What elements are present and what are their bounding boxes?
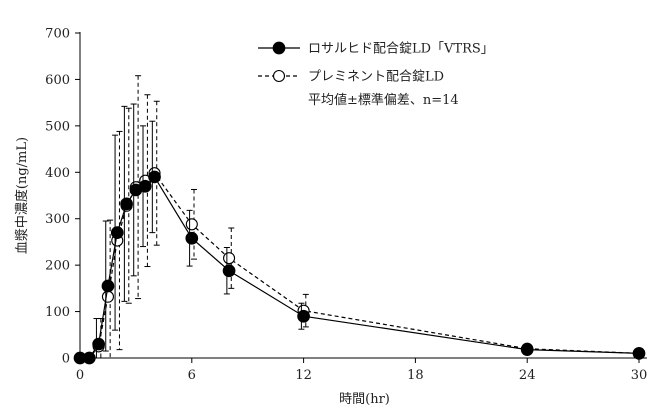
y-tick-label: 600: [45, 73, 70, 88]
data-point: [120, 197, 133, 211]
data-point: [101, 290, 114, 303]
data-point: [110, 226, 124, 239]
legend-note: 平均値±標準偏差、n=14: [308, 92, 459, 108]
data-point: [138, 179, 152, 193]
data-point: [297, 309, 310, 323]
data-point: [82, 351, 96, 365]
y-tick-label: 700: [45, 27, 70, 42]
axis-ticks: 0 100 200 300 400 500 600 700 0 6 12 18 24 30: [45, 27, 647, 384]
legend-label-series-1: ロサルヒド配合錠LD「VTRS」: [308, 42, 494, 57]
data-point: [223, 252, 236, 265]
y-tick-label: 0: [62, 352, 70, 367]
legend-marker-series-2: [272, 69, 286, 83]
x-tick-label: 30: [631, 368, 648, 383]
data-point: [185, 231, 199, 245]
x-tick-label: 18: [407, 368, 424, 383]
legend-label-series-2: プレミネント配合錠LD: [308, 70, 444, 85]
data-point: [92, 337, 105, 351]
y-tick-label: 500: [45, 119, 70, 134]
data-point: [148, 170, 161, 184]
x-tick-label: 24: [519, 368, 536, 383]
x-tick-label: 6: [188, 368, 196, 383]
axes: [79, 32, 647, 359]
x-tick-label: 12: [295, 368, 312, 383]
legend-marker-series-1: [272, 41, 286, 55]
y-axis-title: 血漿中濃度(ng/mL): [14, 137, 30, 254]
x-axis-title: 時間(hr): [339, 392, 390, 407]
series-line: [80, 175, 640, 359]
data-point: [185, 218, 198, 231]
y-tick-label: 300: [45, 212, 70, 227]
y-tick-label: 100: [45, 305, 70, 320]
data-point: [632, 347, 646, 360]
x-tick-label: 0: [76, 368, 84, 383]
series-layer: [73, 75, 646, 365]
data-point: [101, 279, 115, 293]
data-point: [520, 343, 534, 356]
legend: ロサルヒド配合錠LD「VTRS」 プレミネント配合錠LD 平均値±標準偏差、n=…: [258, 41, 494, 108]
series-1: [73, 103, 646, 365]
series-line: [80, 172, 640, 359]
y-tick-label: 200: [45, 259, 70, 274]
series-2: [73, 75, 646, 365]
y-tick-label: 400: [45, 166, 70, 181]
data-point: [222, 264, 236, 278]
